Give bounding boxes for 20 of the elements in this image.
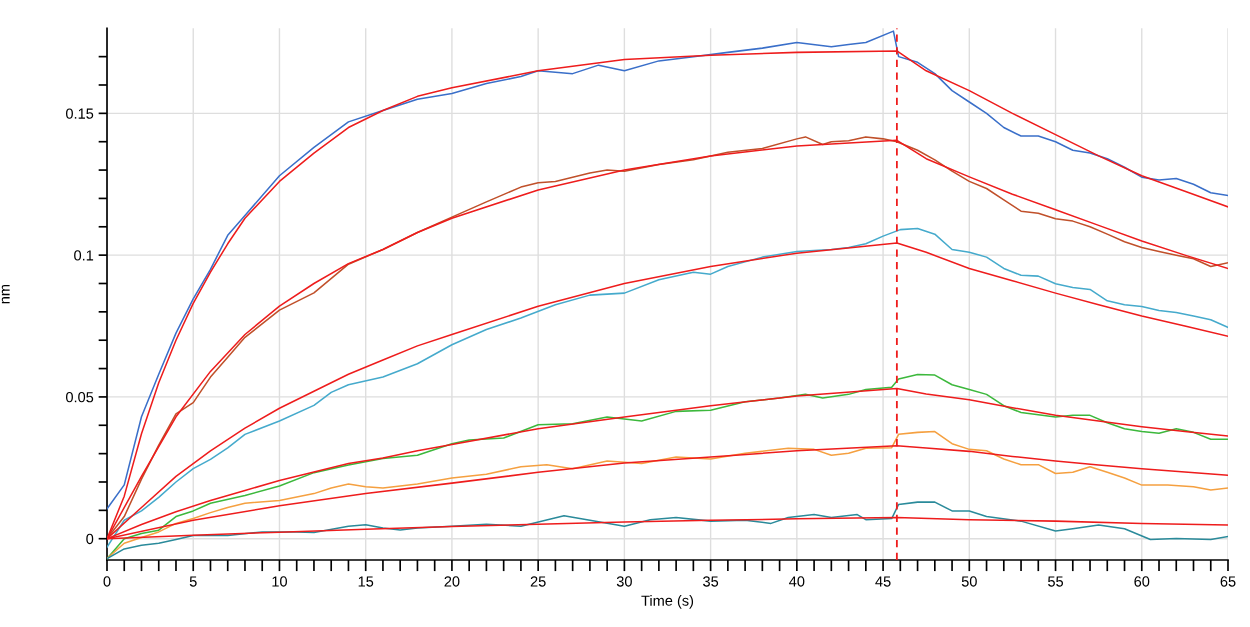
y-tick-label: 0 — [86, 533, 94, 545]
x-tick-label: 0 — [103, 576, 111, 587]
x-tick-label: 50 — [961, 576, 977, 587]
x-tick-label: 40 — [789, 576, 805, 587]
x-tick-label: 20 — [444, 576, 460, 587]
x-axis-title: Time (s) — [641, 595, 694, 609]
x-tick-label: 10 — [272, 576, 287, 587]
x-tick-label: 35 — [703, 576, 719, 587]
x-tick-label: 65 — [1220, 576, 1236, 587]
x-tick-label: 30 — [616, 576, 632, 587]
y-tick-label: 0.05 — [65, 392, 94, 403]
x-tick-label: 25 — [530, 576, 546, 587]
y-axis-title: nm — [1, 284, 10, 304]
x-tick-label: 60 — [1134, 576, 1150, 587]
x-tick-label: 55 — [1048, 576, 1064, 587]
x-tick-label: 45 — [875, 576, 891, 587]
x-tick-label: 15 — [358, 576, 374, 587]
y-tick-label: 0.15 — [65, 108, 94, 119]
y-tick-label: 0.1 — [74, 250, 94, 261]
x-tick-label: 5 — [189, 576, 197, 587]
